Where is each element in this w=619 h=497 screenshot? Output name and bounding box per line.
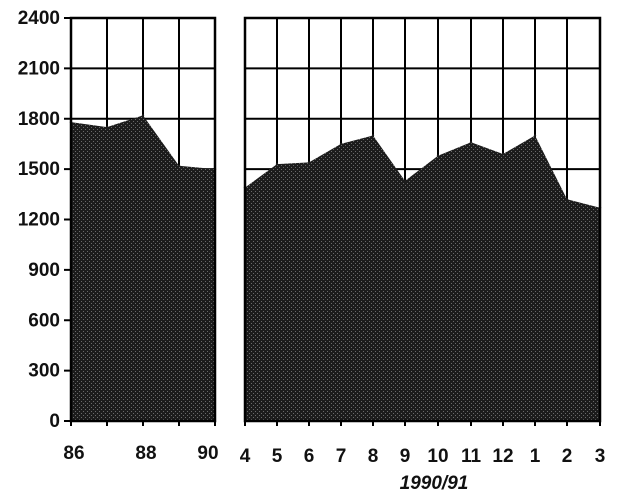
x-axis-label: 1990/91 bbox=[400, 473, 469, 494]
x-tick-label-month-12: 12 bbox=[492, 446, 513, 467]
panel-2-point-4 bbox=[371, 134, 375, 137]
x-tick-label-month-4: 4 bbox=[240, 446, 251, 467]
panel-1-area bbox=[71, 115, 215, 422]
panel-2-point-2 bbox=[307, 161, 311, 164]
x-tick-label-month-3: 3 bbox=[595, 446, 606, 467]
panel-2-point-7 bbox=[469, 141, 473, 144]
x-tick-label-month-1: 1 bbox=[530, 446, 541, 467]
x-tick-label-month-2: 2 bbox=[562, 446, 573, 467]
x-tick-label-month-11: 11 bbox=[461, 446, 482, 467]
x-tick-label-90: 90 bbox=[197, 443, 218, 464]
x-tick-label-month-10: 10 bbox=[427, 446, 448, 467]
y-tick-label-1200: 1200 bbox=[18, 210, 60, 231]
y-tick-label-1500: 1500 bbox=[18, 159, 60, 180]
y-tick-label-900: 900 bbox=[28, 260, 60, 281]
panel-1-point-1 bbox=[105, 125, 109, 129]
panel-2-area bbox=[245, 135, 600, 421]
panel-2-point-3 bbox=[339, 142, 343, 146]
x-tick-label-month-6: 6 bbox=[304, 446, 315, 467]
x-tick-label-month-9: 9 bbox=[400, 446, 411, 467]
panel-1-point-2 bbox=[141, 114, 145, 117]
panel-1-point-3 bbox=[177, 164, 181, 167]
y-tick-label-1800: 1800 bbox=[18, 109, 60, 130]
panel-2-point-6 bbox=[436, 154, 440, 157]
x-tick-label-month-8: 8 bbox=[368, 446, 379, 467]
y-tick-label-300: 300 bbox=[28, 361, 60, 382]
y-tick-label-0: 0 bbox=[49, 411, 60, 432]
panel-2-point-1 bbox=[275, 162, 279, 166]
panel-2-frame bbox=[243, 16, 602, 423]
x-tick-label-88: 88 bbox=[135, 443, 156, 464]
x-tick-label-month-5: 5 bbox=[272, 446, 283, 467]
x-tick-label-86: 86 bbox=[63, 443, 84, 464]
y-tick-label-600: 600 bbox=[28, 310, 60, 331]
panel-2-point-9 bbox=[533, 134, 537, 137]
y-tick-label-2400: 2400 bbox=[18, 8, 60, 29]
panel-2-point-10 bbox=[565, 198, 569, 201]
panel-2-point-8 bbox=[501, 152, 505, 156]
x-tick-label-month-7: 7 bbox=[336, 446, 347, 467]
y-tick-label-2100: 2100 bbox=[18, 58, 60, 79]
panel-2-point-5 bbox=[403, 179, 407, 183]
